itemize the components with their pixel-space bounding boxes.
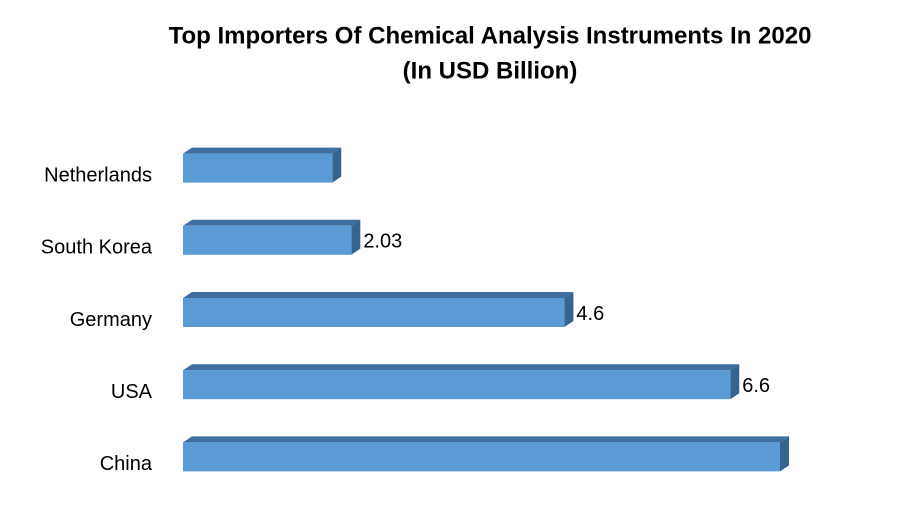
value-label: 6.6: [742, 375, 770, 397]
y-tick-label: USA: [111, 381, 153, 403]
bar-side: [564, 292, 574, 327]
value-label: 4.6: [576, 303, 604, 325]
y-tick-label: Germany: [70, 309, 152, 331]
y-tick-label: China: [100, 453, 153, 475]
bar: [183, 298, 565, 327]
chart-title: (In USD Billion): [403, 57, 578, 84]
bar-side: [730, 364, 740, 400]
bar-side: [780, 436, 789, 472]
bar-top: [183, 364, 740, 371]
bar-top: [183, 147, 342, 154]
bar: [183, 442, 780, 472]
bar-top: [183, 292, 574, 298]
bar-top: [183, 219, 361, 226]
bar-top: [183, 436, 789, 443]
bar: [183, 225, 352, 255]
y-tick-label: South Korea: [41, 237, 153, 259]
bar-side: [332, 147, 342, 183]
chart-title: Top Importers Of Chemical Analysis Instr…: [169, 22, 812, 49]
bar: [183, 153, 333, 183]
value-label: 2.03: [363, 231, 402, 253]
bar: [183, 370, 731, 400]
y-tick-label: Netherlands: [44, 164, 152, 186]
bar-side: [351, 219, 361, 255]
